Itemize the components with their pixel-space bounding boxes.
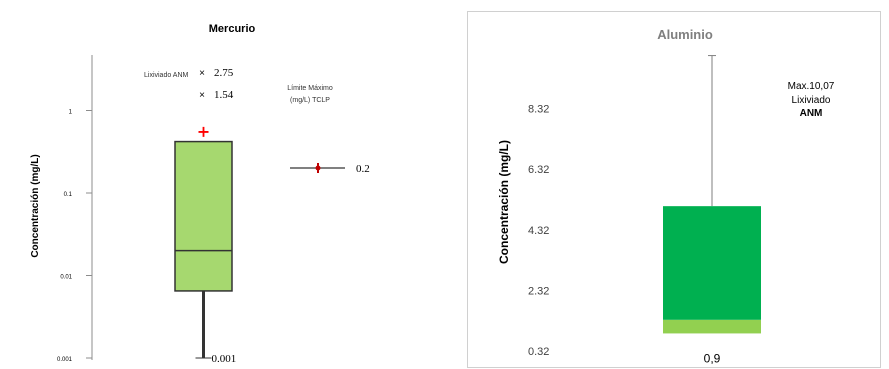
min-value-label: 0,9 xyxy=(704,351,721,365)
y-tick-label: 0.001 xyxy=(57,357,73,363)
y-tick-label: 6.32 xyxy=(528,164,549,176)
lixiviado-marker: × xyxy=(199,90,205,101)
box xyxy=(174,140,233,292)
lixiviado-label: Lixiviado ANM xyxy=(144,72,189,79)
lixiviado-value: 2.75 xyxy=(214,67,234,79)
limit-label-line2: (mg/L) TCLP xyxy=(290,97,330,104)
mercurio-chart-panel: Mercurio Concentración (mg/L) 1 0.1 0.01 0.… xyxy=(30,23,370,365)
outlier-marker xyxy=(198,126,209,137)
y-axis-label: Concentración (mg/L) xyxy=(30,154,41,257)
y-tick-label: 2.32 xyxy=(528,285,549,297)
lixiviado-marker: × xyxy=(199,68,205,79)
y-tick-label: 0.01 xyxy=(60,275,72,281)
chart-title: Mercurio xyxy=(209,23,256,35)
y-tick-label: 0.32 xyxy=(528,346,549,358)
min-value-label: 0.001 xyxy=(212,353,237,365)
max-label-line3: ANM xyxy=(800,108,823,119)
limit-value-label: 0.2 xyxy=(356,163,370,175)
chart-title: Aluminio xyxy=(657,27,713,42)
aluminio-chart-panel: Aluminio Concentración (mg/L) 0.32 2.32 4.… xyxy=(467,11,881,368)
y-tick-label: 0.1 xyxy=(64,192,73,198)
y-axis-label: Concentración (mg/L) xyxy=(497,140,511,264)
lixiviado-value: 1.54 xyxy=(214,89,234,101)
aluminio-chart: Aluminio Concentración (mg/L) 0.32 2.32 4.… xyxy=(497,27,835,365)
limit-label-line1: Límite Máximo xyxy=(287,85,333,92)
max-label-line2: Lixiviado xyxy=(792,95,831,106)
y-tick-label: 4.32 xyxy=(528,225,549,237)
max-label-line1: Max.10,07 xyxy=(788,81,835,92)
limit-marker-dot xyxy=(315,165,321,171)
y-tick-label: 8.32 xyxy=(528,104,549,116)
mercurio-chart: Mercurio Concentración (mg/L) 1 0.1 0.01 0.… xyxy=(30,23,370,365)
y-tick-label: 1 xyxy=(69,110,73,116)
upper-box xyxy=(663,206,761,320)
lower-box xyxy=(663,319,761,334)
